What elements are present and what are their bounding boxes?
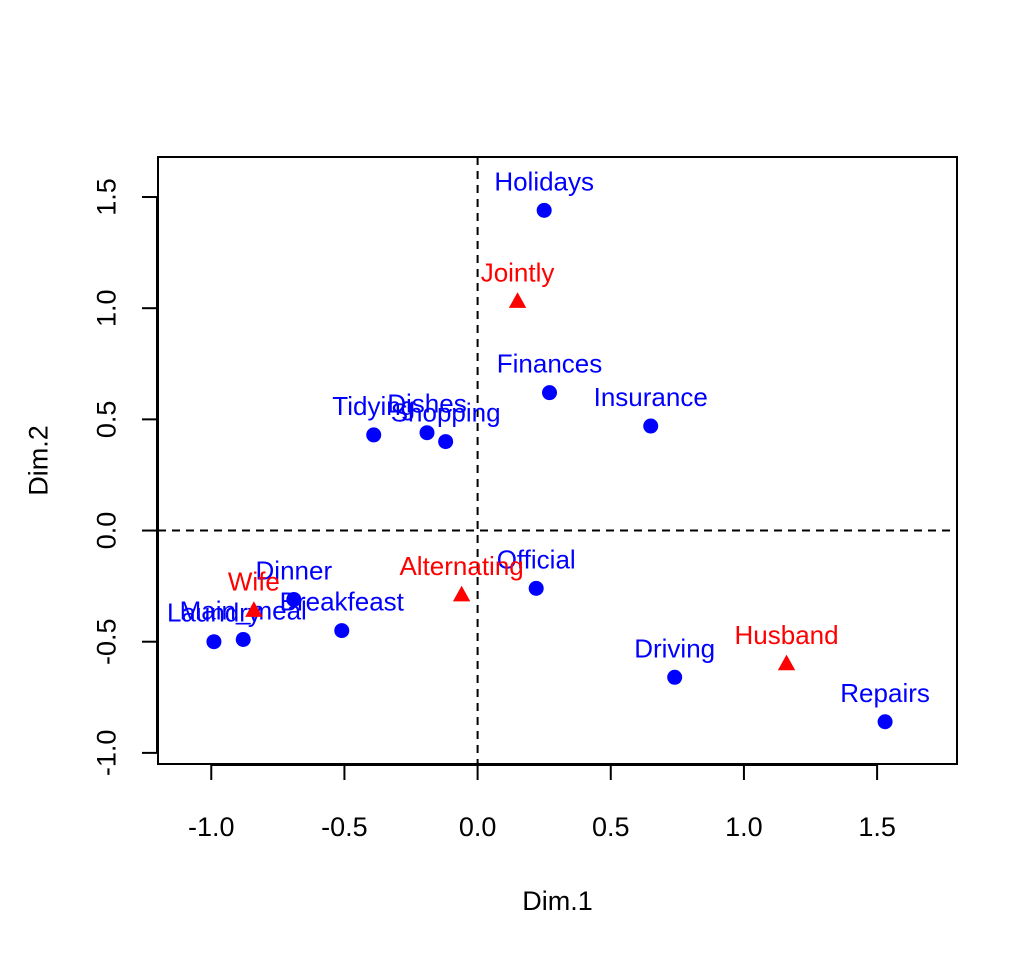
point-alternating	[452, 585, 471, 602]
reference-lines	[158, 157, 957, 764]
point-holidays	[536, 202, 552, 218]
point-driving	[667, 669, 683, 685]
x-tick-label: 0.0	[459, 812, 497, 842]
label-insurance: Insurance	[594, 382, 708, 412]
x-tick-label: 1.0	[725, 812, 763, 842]
x-tick-label: 1.5	[858, 812, 896, 842]
x-tick-label: -0.5	[321, 812, 368, 842]
y-axis: -1.0 -0.5 0.0 0.5 1.0 1.5	[91, 178, 158, 776]
point-shopping	[438, 434, 454, 450]
y-tick-label: 0.5	[91, 401, 121, 439]
y-tick-label: 1.5	[91, 178, 121, 216]
point-wife	[245, 601, 263, 617]
point-husband	[777, 654, 796, 671]
point-finances	[542, 385, 558, 401]
label-shopping: Shopping	[391, 398, 501, 428]
label-jointly: Jointly	[481, 258, 555, 288]
label-driving: Driving	[634, 633, 715, 663]
label-official: Official	[497, 544, 576, 574]
point-main-meal	[235, 631, 251, 647]
point-official	[528, 580, 544, 596]
y-tick-label: -1.0	[91, 730, 121, 777]
point-repairs	[877, 714, 893, 730]
label-wife: Wife	[228, 567, 280, 597]
label-repairs: Repairs	[840, 678, 930, 708]
label-alternating: Alternating	[399, 551, 523, 581]
label-dinner: Dinner	[256, 555, 333, 585]
label-laundry: Laundry	[167, 598, 261, 628]
x-axis-title: Dim.1	[522, 886, 593, 916]
data-points: LaundryMain_mealDinnerBreakfeastTidyingD…	[167, 166, 930, 730]
y-tick-label: 0.0	[91, 512, 121, 550]
label-breakfeast: Breakfeast	[280, 587, 405, 617]
y-tick-label: 1.0	[91, 289, 121, 327]
plot-frame	[157, 156, 958, 765]
y-tick-label: -0.5	[91, 618, 121, 665]
point-breakfeast	[334, 623, 350, 639]
x-tick-label: -1.0	[188, 812, 235, 842]
point-insurance	[643, 418, 659, 434]
label-husband: Husband	[735, 620, 839, 650]
y-axis-title: Dim.2	[23, 425, 53, 496]
label-finances: Finances	[497, 349, 603, 379]
label-tidying: Tidying	[332, 391, 415, 421]
label-main-meal: Main_meal	[180, 595, 307, 625]
point-dinner	[286, 591, 302, 607]
x-tick-label: 0.5	[592, 812, 630, 842]
label-holidays: Holidays	[494, 166, 594, 196]
point-dishes	[419, 425, 435, 441]
point-tidying	[366, 427, 382, 443]
label-dishes: Dishes	[387, 389, 466, 419]
point-laundry	[206, 634, 222, 650]
x-axis: -1.0 -0.5 0.0 0.5 1.0 1.5	[188, 764, 896, 842]
point-jointly	[508, 292, 527, 308]
